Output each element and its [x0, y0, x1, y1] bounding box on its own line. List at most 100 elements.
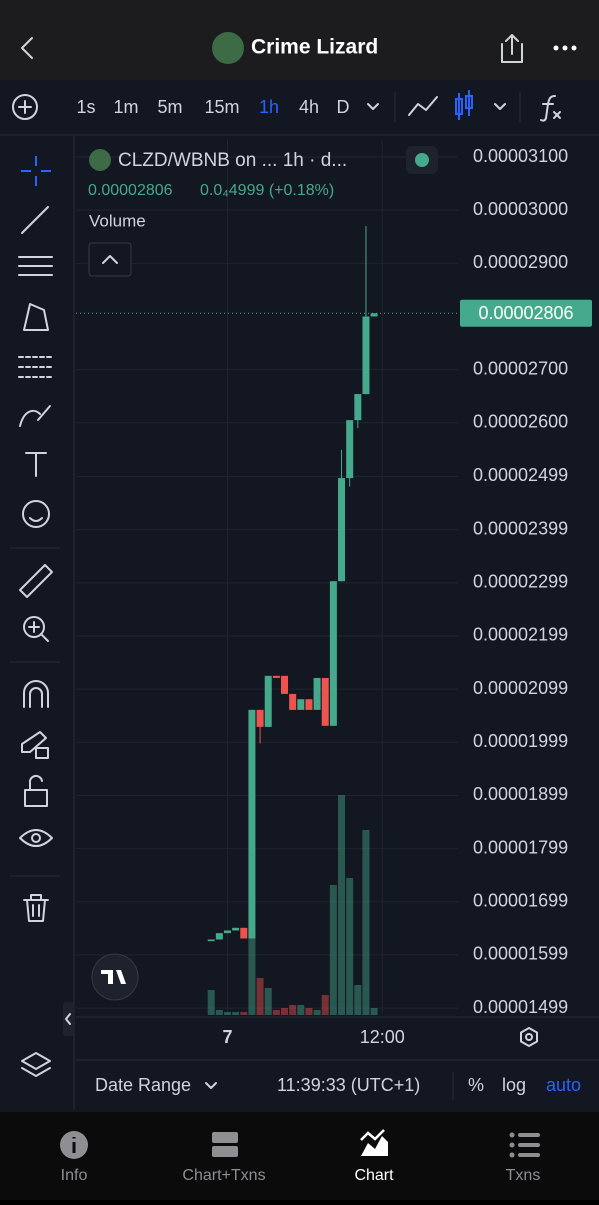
- collapse-icon: [65, 1013, 71, 1025]
- candle-button[interactable]: [455, 90, 473, 120]
- settings-dot: [525, 1033, 533, 1041]
- lock-drawings-tool[interactable]: [21, 731, 49, 759]
- candle-body: [370, 313, 378, 317]
- last-price-label: 0.00002806: [478, 303, 573, 323]
- crosshair-tool[interactable]: [21, 156, 51, 186]
- candle-body: [232, 927, 240, 931]
- y-tick-label: 0.00002700: [473, 358, 568, 378]
- add-icon: [18, 100, 32, 114]
- date-range-button[interactable]: Date Range: [95, 1075, 191, 1095]
- tab-label[interactable]: Info: [61, 1167, 88, 1184]
- brush-tool[interactable]: [19, 405, 51, 427]
- interval-dropdown[interactable]: [367, 103, 379, 110]
- y-tick-label: 0.00002099: [473, 678, 568, 698]
- chart-icon-line: [360, 1129, 385, 1141]
- candle-body: [362, 316, 370, 395]
- log-toggle[interactable]: log: [502, 1075, 526, 1095]
- y-tick-label: 0.00002600: [473, 412, 568, 432]
- panel-collapse[interactable]: [63, 1002, 74, 1036]
- back-button[interactable]: [21, 37, 33, 59]
- interval-button[interactable]: 5m: [157, 97, 182, 117]
- date-range-chevron: [205, 1082, 217, 1089]
- candle-body: [248, 709, 256, 939]
- interval-button[interactable]: D: [337, 97, 350, 117]
- candle-body: [313, 677, 321, 710]
- trend-line-tool[interactable]: [21, 206, 49, 234]
- candle-body: [329, 581, 337, 726]
- chart-icon: [361, 1136, 388, 1156]
- status-dot: [415, 153, 429, 167]
- candle-body: [321, 677, 329, 726]
- more-button[interactable]: [553, 45, 577, 51]
- volume-label: Volume: [89, 211, 146, 230]
- x-tick-label: 12:00: [360, 1027, 405, 1047]
- volume-bar: [297, 1005, 305, 1015]
- y-tick-label: 0.00001899: [473, 784, 568, 804]
- legend-collapse[interactable]: [88, 242, 132, 277]
- legend-price: 0.00002806: [88, 182, 173, 199]
- volume-bar: [354, 985, 362, 1015]
- interval-button[interactable]: 1s: [76, 97, 95, 117]
- candle-body: [354, 394, 362, 421]
- volume-bar: [248, 930, 256, 1015]
- y-tick-label: 0.00001599: [473, 944, 568, 964]
- y-tick-label: 0.00002299: [473, 572, 568, 592]
- x-tick-label: 7: [222, 1027, 232, 1047]
- candle-body: [289, 693, 297, 710]
- candle-body: [297, 699, 305, 710]
- text-tool[interactable]: [25, 452, 47, 477]
- collapse-chevron: [102, 255, 118, 264]
- volume-bar: [256, 978, 264, 1015]
- tab-label[interactable]: Chart+Txns: [182, 1167, 265, 1184]
- interval-button[interactable]: 4h: [299, 97, 319, 117]
- magnet-tool[interactable]: [23, 680, 49, 708]
- axis-settings[interactable]: [520, 1027, 538, 1047]
- txns-icon: [509, 1132, 540, 1158]
- add-button[interactable]: [12, 94, 38, 120]
- interval-button[interactable]: 15m: [204, 97, 239, 117]
- header-title: Crime Lizard: [251, 36, 378, 59]
- pattern-tool[interactable]: [23, 303, 49, 331]
- candle-body: [256, 709, 264, 727]
- visibility-tool[interactable]: [19, 829, 53, 847]
- zoom-tool[interactable]: [23, 616, 45, 638]
- indicators-button[interactable]: [540, 95, 561, 122]
- tv-logo[interactable]: [91, 953, 139, 1001]
- tab-label[interactable]: Chart: [354, 1167, 394, 1184]
- tv-logo-mark: [101, 970, 126, 984]
- token-avatar: [212, 32, 244, 64]
- tab-label[interactable]: Txns: [506, 1167, 541, 1184]
- clock: 11:39:33 (UTC+1): [277, 1075, 420, 1095]
- share-button[interactable]: [501, 34, 523, 63]
- chart-type-dropdown[interactable]: [494, 103, 506, 110]
- line-chart-button[interactable]: [408, 96, 438, 116]
- candle-body: [223, 930, 231, 934]
- candle-body: [264, 675, 272, 727]
- y-tick-label: 0.00002499: [473, 465, 568, 485]
- candle-body: [305, 699, 313, 710]
- y-tick-label: 0.00002199: [473, 625, 568, 645]
- emoji-tool[interactable]: [22, 500, 50, 528]
- unlock-tool[interactable]: [24, 774, 48, 807]
- volume-bar: [215, 1010, 223, 1015]
- percent-toggle[interactable]: %: [468, 1075, 484, 1095]
- y-tick-label: 0.00001999: [473, 731, 568, 751]
- projection-tool[interactable]: [18, 356, 53, 378]
- ruler-tool[interactable]: [19, 564, 53, 598]
- volume-bar: [240, 1012, 248, 1015]
- header: [0, 0, 599, 80]
- candle-body: [338, 478, 346, 582]
- legend-avatar: [89, 149, 111, 171]
- auto-toggle[interactable]: auto: [546, 1075, 581, 1095]
- layers-button[interactable]: [21, 1052, 51, 1077]
- y-tick-label: 0.00001699: [473, 891, 568, 911]
- volume-bar: [281, 1008, 289, 1015]
- interval-button[interactable]: 1m: [113, 97, 138, 117]
- zoom-icon: [28, 621, 49, 642]
- fib-tool[interactable]: [18, 256, 53, 276]
- delete-tool[interactable]: [23, 894, 49, 922]
- volume-bar: [346, 878, 354, 1015]
- interval-button[interactable]: 1h: [259, 97, 279, 117]
- volume-bar: [362, 830, 370, 1015]
